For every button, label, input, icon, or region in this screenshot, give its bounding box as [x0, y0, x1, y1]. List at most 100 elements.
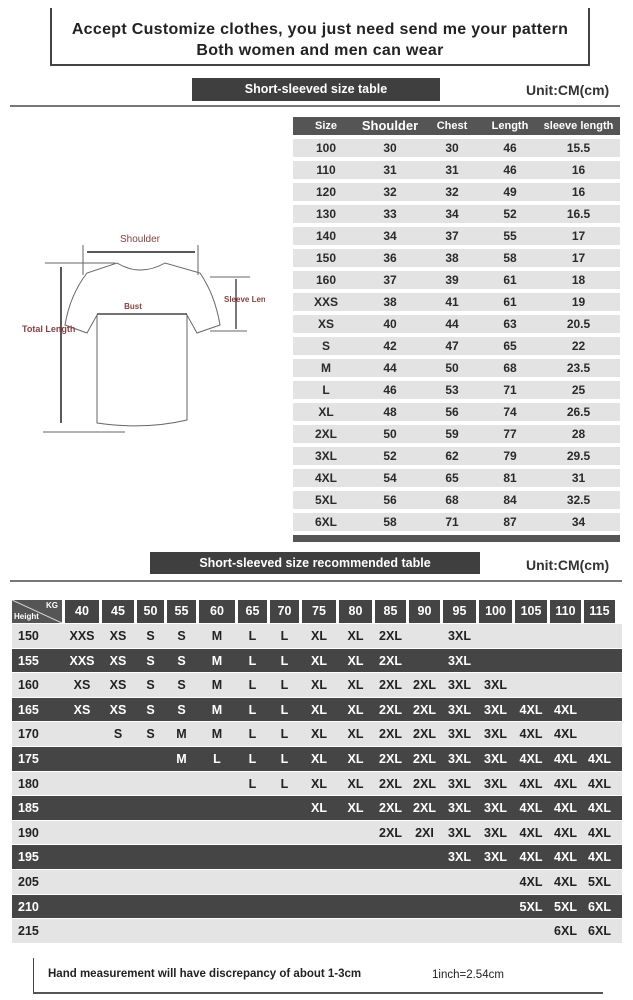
- size-cell: [167, 772, 196, 796]
- size-cell: [65, 796, 99, 820]
- table-cell: 65: [503, 339, 517, 353]
- size-table-header: Size Shoulder Chest Length sleeve length: [293, 117, 620, 135]
- size-cell: XL: [347, 751, 364, 766]
- size-cell: [479, 624, 512, 648]
- size-cell: 2XL: [413, 776, 436, 791]
- size-cell: L: [280, 629, 289, 643]
- height-cell: 195: [18, 850, 39, 865]
- corner-cell: KG Height: [12, 600, 62, 623]
- size-cell: [339, 895, 372, 919]
- size-table-end-bar: [293, 535, 620, 542]
- table-cell: 29.5: [566, 449, 591, 463]
- corner-kg-label: KG: [46, 601, 58, 610]
- size-cell: [238, 895, 267, 919]
- table-row: 185 XL XL 2XL 2XL 3XL 3XL 4XL 4XL 4XL: [12, 795, 622, 820]
- table-row: 170 S S M M L L XL XL 2XL 2XL 3XL 3XL 4XL 4XL: [12, 721, 622, 746]
- size-cell: 4XL: [554, 850, 577, 865]
- table-cell: S: [321, 339, 330, 353]
- size-cell: 4XL: [588, 801, 611, 816]
- size-cell: [515, 624, 547, 648]
- height-cell: 170: [18, 727, 39, 742]
- size-cell: [339, 821, 372, 845]
- tshirt-outline-icon: [64, 262, 221, 427]
- size-cell: [584, 649, 615, 673]
- size-cell: 3XL: [448, 629, 471, 643]
- size-cell: [550, 649, 581, 673]
- size-cell: [302, 870, 336, 894]
- table-row: XL 48 56 74 26.5: [293, 403, 620, 421]
- table-cell: 49: [503, 185, 517, 199]
- table-cell: 30: [445, 141, 459, 155]
- weight-header: 100: [479, 600, 512, 623]
- size-cell: XS: [73, 702, 91, 717]
- size-cell: XL: [311, 801, 327, 816]
- size-cell: 4XL: [519, 751, 543, 766]
- table-cell: 34: [383, 229, 397, 243]
- table-cell: 62: [445, 449, 459, 463]
- size-cell: 3XL: [484, 801, 507, 816]
- table-cell: 81: [503, 471, 517, 485]
- height-cell: 160: [18, 678, 39, 693]
- size-cell: XS: [73, 678, 91, 693]
- label-bust: Bust: [124, 302, 142, 311]
- size-cell: [199, 772, 235, 796]
- weight-header: 65: [238, 600, 267, 623]
- size-cell: [238, 821, 267, 845]
- size-cell: L: [248, 629, 257, 643]
- size-cell: [238, 870, 267, 894]
- size-cell: 2XL: [379, 678, 402, 693]
- table-cell: 39: [445, 273, 459, 287]
- height-cell: 190: [18, 825, 39, 840]
- size-cell: [167, 796, 196, 820]
- table-cell: 26.5: [566, 405, 591, 419]
- size-cell: 3XL: [484, 678, 507, 693]
- size-cell: [102, 919, 134, 943]
- size-cell: [550, 624, 581, 648]
- size-cell: [409, 895, 440, 919]
- rec-table-header: KG Height 40 45 50 55 60 65 70 75 80 85 90 95 100 105 11…: [12, 600, 622, 623]
- table-cell: 4XL: [314, 471, 337, 485]
- size-cell: [443, 895, 476, 919]
- table-cell: L: [322, 383, 330, 397]
- size-cell: [479, 919, 512, 943]
- size-cell: 2XI: [415, 825, 434, 840]
- size-cell: [167, 821, 196, 845]
- size-cell: M: [211, 653, 223, 668]
- divider: [10, 105, 620, 107]
- size-cell: XL: [347, 702, 364, 717]
- size-cell: L: [248, 702, 257, 717]
- size-cell: [167, 895, 196, 919]
- size-cell: M: [211, 678, 223, 693]
- table-cell: 46: [383, 383, 397, 397]
- height-cell: 165: [18, 702, 39, 717]
- size-cell: 4XL: [554, 702, 577, 717]
- table-cell: 46: [503, 141, 517, 155]
- size-cell: [137, 895, 164, 919]
- table-cell: 6XL: [314, 515, 337, 529]
- table-row: XXS 38 41 61 19: [293, 293, 620, 311]
- size-cell: 2XL: [379, 653, 402, 668]
- size-cell: [270, 796, 299, 820]
- weight-header: 115: [584, 600, 615, 623]
- size-cell: [137, 796, 164, 820]
- size-cell: [199, 845, 235, 869]
- size-cell: [443, 870, 476, 894]
- size-cell: 3XL: [448, 801, 471, 816]
- table-row: 100 30 30 46 15.5: [293, 139, 620, 157]
- size-cell: [102, 747, 134, 771]
- size-cell: XXS: [69, 653, 95, 668]
- table-cell: 150: [315, 251, 337, 265]
- size-cell: 4XL: [588, 751, 611, 766]
- weight-header: 45: [102, 600, 134, 623]
- size-cell: [409, 870, 440, 894]
- column-header: Size: [314, 120, 337, 132]
- size-cell: L: [280, 751, 289, 766]
- table-cell: 58: [503, 251, 517, 265]
- table-row: 150 36 38 58 17: [293, 249, 620, 267]
- size-cell: [375, 919, 406, 943]
- table-row: 160 XS XS S S M L L XL XL 2XL 2XL 3XL 3XL: [12, 672, 622, 697]
- label-sleeve-length: Sleeve Length: [224, 295, 265, 304]
- size-cell: 4XL: [519, 874, 543, 889]
- table-cell: 38: [383, 295, 397, 309]
- size-cell: [65, 895, 99, 919]
